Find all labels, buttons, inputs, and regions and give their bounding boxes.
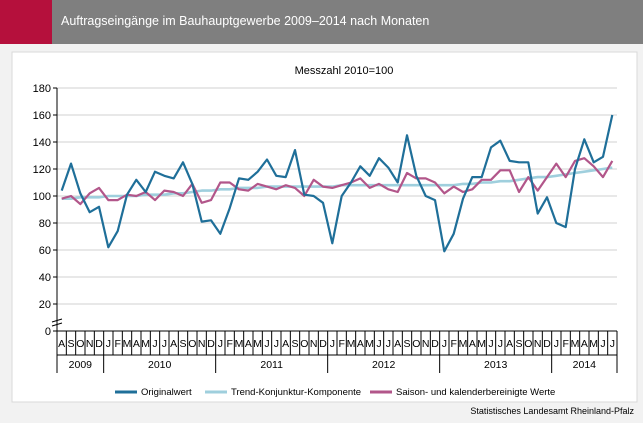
year-label: 2013 [484,359,508,371]
legend-label: Originalwert [141,387,192,398]
month-label: A [469,338,476,350]
source-note: Statistisches Landesamt Rheinland-Pfalz [470,406,634,416]
month-label: J [218,338,223,350]
y-tick-label: 140 [33,137,51,149]
legend: Originalwert Trend-Konjunktur-Komponente S… [115,387,555,398]
month-label: D [95,338,103,350]
month-label: O [300,338,308,350]
month-label: S [403,338,410,350]
month-label: N [198,338,206,350]
month-label: N [86,338,94,350]
month-label: O [524,338,532,350]
month-label: J [442,338,447,350]
grid [57,87,617,305]
month-label: F [562,338,568,350]
header-accent [0,0,52,44]
legend-label: Saison- und kalenderbereinigte Werte [396,387,555,398]
month-label: A [282,338,289,350]
series-lines [60,114,614,253]
month-label: M [347,338,356,350]
series-line [61,157,614,206]
month-label: J [106,338,111,350]
month-label: J [152,338,157,350]
month-label: D [319,338,327,350]
month-label: F [226,338,232,350]
month-label: A [245,338,252,350]
month-label: M [571,338,580,350]
month-label: D [207,338,215,350]
month-label: M [123,338,132,350]
month-label: O [188,338,196,350]
month-label: A [58,338,65,350]
month-label: J [600,338,605,350]
series-line [60,114,614,253]
year-label: 2014 [573,359,597,371]
year-label: 2010 [148,359,172,371]
header-bar [0,0,643,44]
page-title: Auftragseingänge im Bauhauptgewerbe 2009… [61,14,430,28]
year-label: 2012 [372,359,396,371]
y-tick-label: 100 [33,191,51,203]
month-label: J [274,338,279,350]
month-label: M [477,338,486,350]
month-label: J [264,338,269,350]
month-label: S [291,338,298,350]
month-label: A [581,338,588,350]
month-label: M [589,338,598,350]
month-label: J [488,338,493,350]
month-label: M [365,338,374,350]
month-label: A [506,338,513,350]
month-label: D [543,338,551,350]
year-label: 2009 [69,359,93,371]
legend-label: Trend-Konjunktur-Komponente [231,387,361,398]
y-tick-label: 60 [39,245,51,257]
month-label: J [376,338,381,350]
month-label: J [498,338,503,350]
month-label: S [179,338,186,350]
y-tick-label: 0 [45,326,51,338]
month-label: O [76,338,84,350]
y-tick-label: 180 [33,83,51,95]
month-label: S [67,338,74,350]
month-label: N [534,338,542,350]
month-label: A [170,338,177,350]
month-label: F [450,338,456,350]
month-label: M [235,338,244,350]
y-tick-label: 80 [39,218,51,230]
month-label: A [394,338,401,350]
month-label: J [162,338,167,350]
month-label: N [310,338,318,350]
month-label: M [141,338,150,350]
y-tick-label: 160 [33,110,51,122]
month-label: J [610,338,615,350]
month-label: N [422,338,430,350]
year-label: 2011 [260,359,283,371]
month-label: A [357,338,364,350]
y-tick-label: 40 [39,272,51,284]
month-label: S [515,338,522,350]
month-label: A [133,338,140,350]
month-label: M [459,338,468,350]
month-label: J [554,338,559,350]
month-label: O [412,338,420,350]
y-tick-label: 20 [39,299,51,311]
month-label: J [330,338,335,350]
month-label: M [253,338,262,350]
y-tick-label: 120 [33,164,51,176]
month-label: J [386,338,391,350]
axis-break-icon [51,318,63,327]
chart-subtitle: Messzahl 2010=100 [295,65,394,77]
month-label: D [431,338,439,350]
month-label: F [114,338,120,350]
month-label: F [338,338,344,350]
